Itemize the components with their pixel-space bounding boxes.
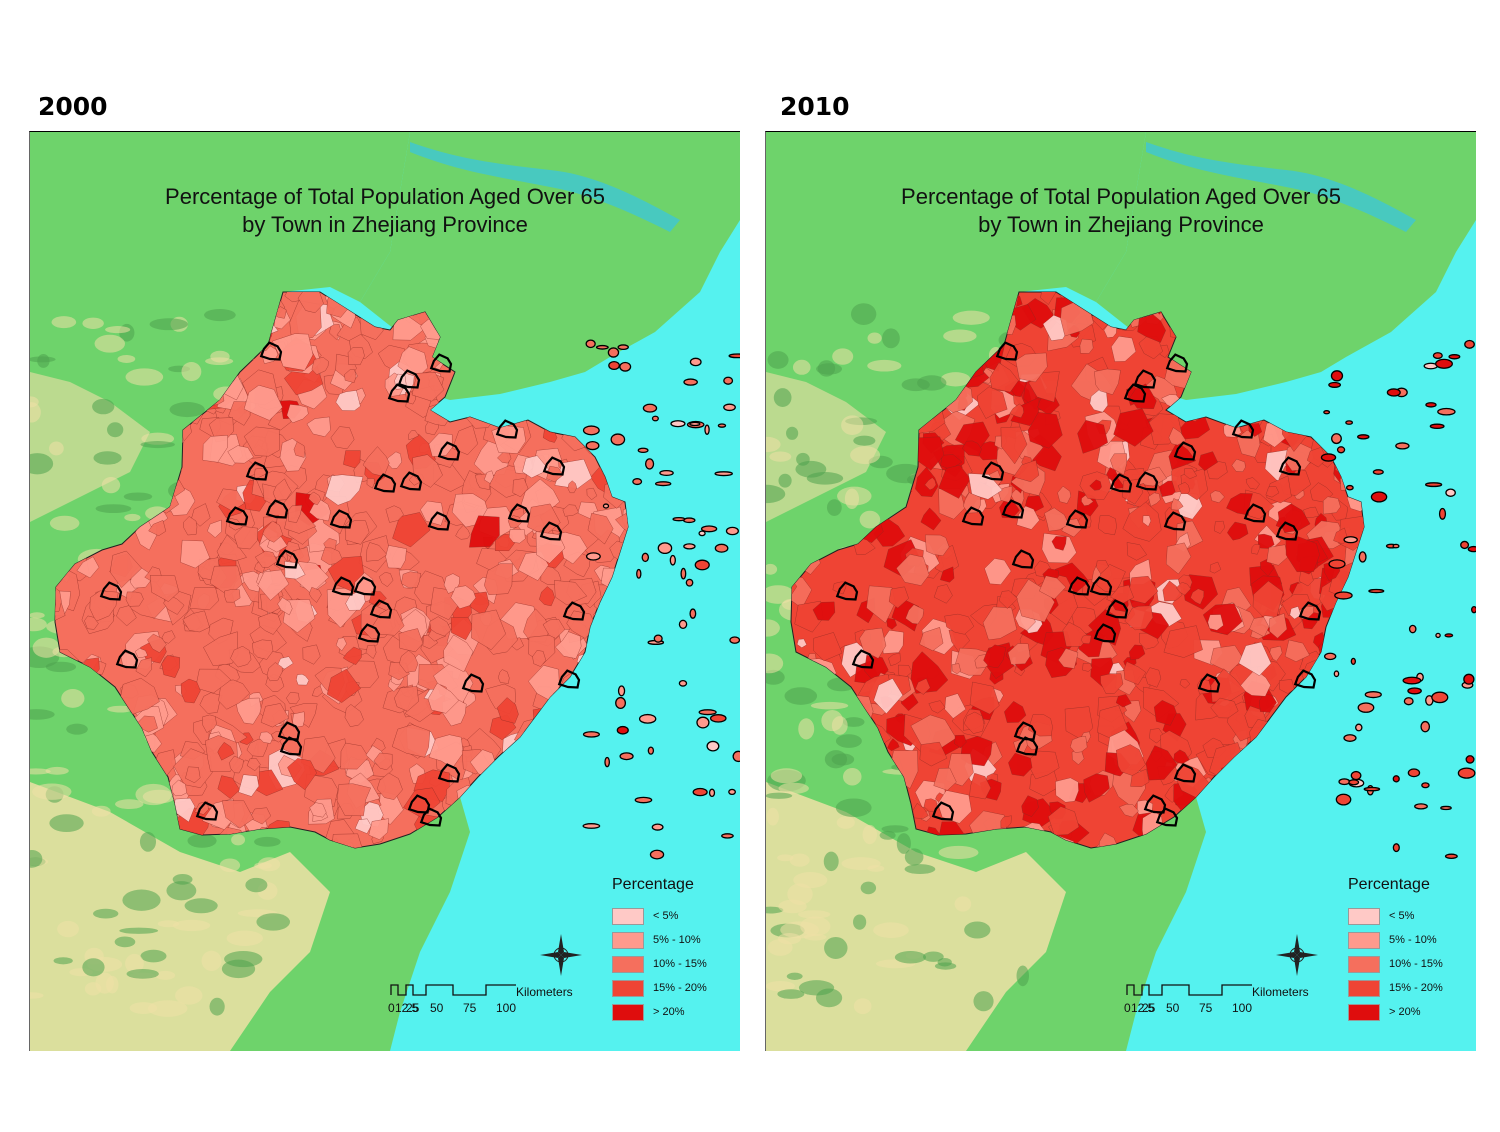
scale-tick-label: 75	[463, 1001, 477, 1015]
legend-title: Percentage	[612, 876, 694, 893]
map-title-line-2: by Town in Zhejiang Province	[978, 212, 1264, 237]
map-title: Percentage of Total Population Aged Over…	[30, 183, 740, 239]
legend-row: < 5%	[1348, 904, 1468, 928]
map-canvas	[30, 132, 740, 1051]
western-highland	[30, 372, 150, 522]
northern-land-mass	[1096, 132, 1476, 400]
map-title-line-2: by Town in Zhejiang Province	[242, 212, 528, 237]
river-estuary	[410, 142, 680, 232]
legend-title: Percentage	[1348, 876, 1430, 893]
scale-bar: Kilometers 0 12.5 25 50 75 100	[386, 982, 626, 1022]
legend-swatch	[612, 907, 644, 925]
panel-year-label: 2010	[780, 92, 850, 121]
legend-label: 5% - 10%	[653, 934, 701, 946]
scale-tick-label: 0	[1124, 1001, 1131, 1015]
legend-row: 15% - 20%	[612, 976, 732, 1000]
legend-label: > 20%	[1389, 1006, 1421, 1018]
scale-bar: Kilometers 0 12.5 25 50 75 100	[1122, 982, 1362, 1022]
map-legend: Percentage < 5% 5% - 10% 10% - 15% 15% - 20…	[1348, 876, 1468, 1024]
scale-unit: Kilometers	[516, 985, 573, 999]
scale-tick-label: 0	[388, 1001, 395, 1015]
choropleth-map-2000: Percentage of Total Population Aged Over…	[29, 131, 740, 1051]
north-arrow-compass-icon	[1272, 932, 1322, 978]
scale-tick-label: 50	[1166, 1001, 1180, 1015]
scale-tick-label: 75	[1199, 1001, 1213, 1015]
legend-row: > 20%	[612, 1000, 732, 1024]
offshore-islands	[1320, 339, 1476, 860]
legend-swatch	[1348, 979, 1380, 997]
land-mass	[30, 132, 470, 1051]
northern-land-mass	[360, 132, 740, 400]
river-estuary	[1146, 142, 1416, 232]
scale-tick-label: 50	[430, 1001, 444, 1015]
map-title-line-1: Percentage of Total Population Aged Over…	[165, 184, 605, 209]
legend-swatch	[1348, 1003, 1380, 1021]
scale-tick-label: 12.5	[1131, 1001, 1155, 1015]
panel-year-label: 2000	[38, 92, 108, 121]
legend-label: 10% - 15%	[653, 958, 707, 970]
legend-row: 10% - 15%	[612, 952, 732, 976]
legend-label: 15% - 20%	[1389, 982, 1443, 994]
legend-label: 15% - 20%	[653, 982, 707, 994]
map-legend: Percentage < 5% 5% - 10% 10% - 15% 15% - 20…	[612, 876, 732, 1024]
legend-row: 10% - 15%	[1348, 952, 1468, 976]
legend-label: 10% - 15%	[1389, 958, 1443, 970]
map-canvas	[766, 132, 1476, 1051]
legend-swatch	[1348, 931, 1380, 949]
southern-highland	[766, 782, 1066, 1051]
scale-tick-label: 12.5	[395, 1001, 419, 1015]
scale-unit: Kilometers	[1252, 985, 1309, 999]
city-boundaries	[835, 341, 1322, 827]
offshore-islands	[582, 339, 740, 860]
north-arrow-compass-icon	[536, 932, 586, 978]
western-highland	[766, 372, 886, 522]
legend-swatch	[612, 979, 644, 997]
legend-row: 15% - 20%	[1348, 976, 1468, 1000]
scale-tick-label: 100	[1232, 1001, 1253, 1015]
legend-label: 5% - 10%	[1389, 934, 1437, 946]
map-title-line-1: Percentage of Total Population Aged Over…	[901, 184, 1341, 209]
legend-row: 5% - 10%	[1348, 928, 1468, 952]
legend-row: 5% - 10%	[612, 928, 732, 952]
scale-tick-label: 25	[1142, 1001, 1156, 1015]
scale-tick-label: 25	[406, 1001, 420, 1015]
legend-swatch	[612, 955, 644, 973]
legend-swatch	[1348, 955, 1380, 973]
choropleth-map-2010: Percentage of Total Population Aged Over…	[765, 131, 1476, 1051]
legend-swatch	[612, 931, 644, 949]
scale-tick-label: 100	[496, 1001, 517, 1015]
city-boundaries	[99, 341, 586, 827]
legend-row: < 5%	[612, 904, 732, 928]
legend-label: > 20%	[653, 1006, 685, 1018]
legend-label: < 5%	[1389, 910, 1415, 922]
legend-swatch	[612, 1003, 644, 1021]
legend-swatch	[1348, 907, 1380, 925]
legend-row: > 20%	[1348, 1000, 1468, 1024]
legend-label: < 5%	[653, 910, 679, 922]
map-title: Percentage of Total Population Aged Over…	[766, 183, 1476, 239]
